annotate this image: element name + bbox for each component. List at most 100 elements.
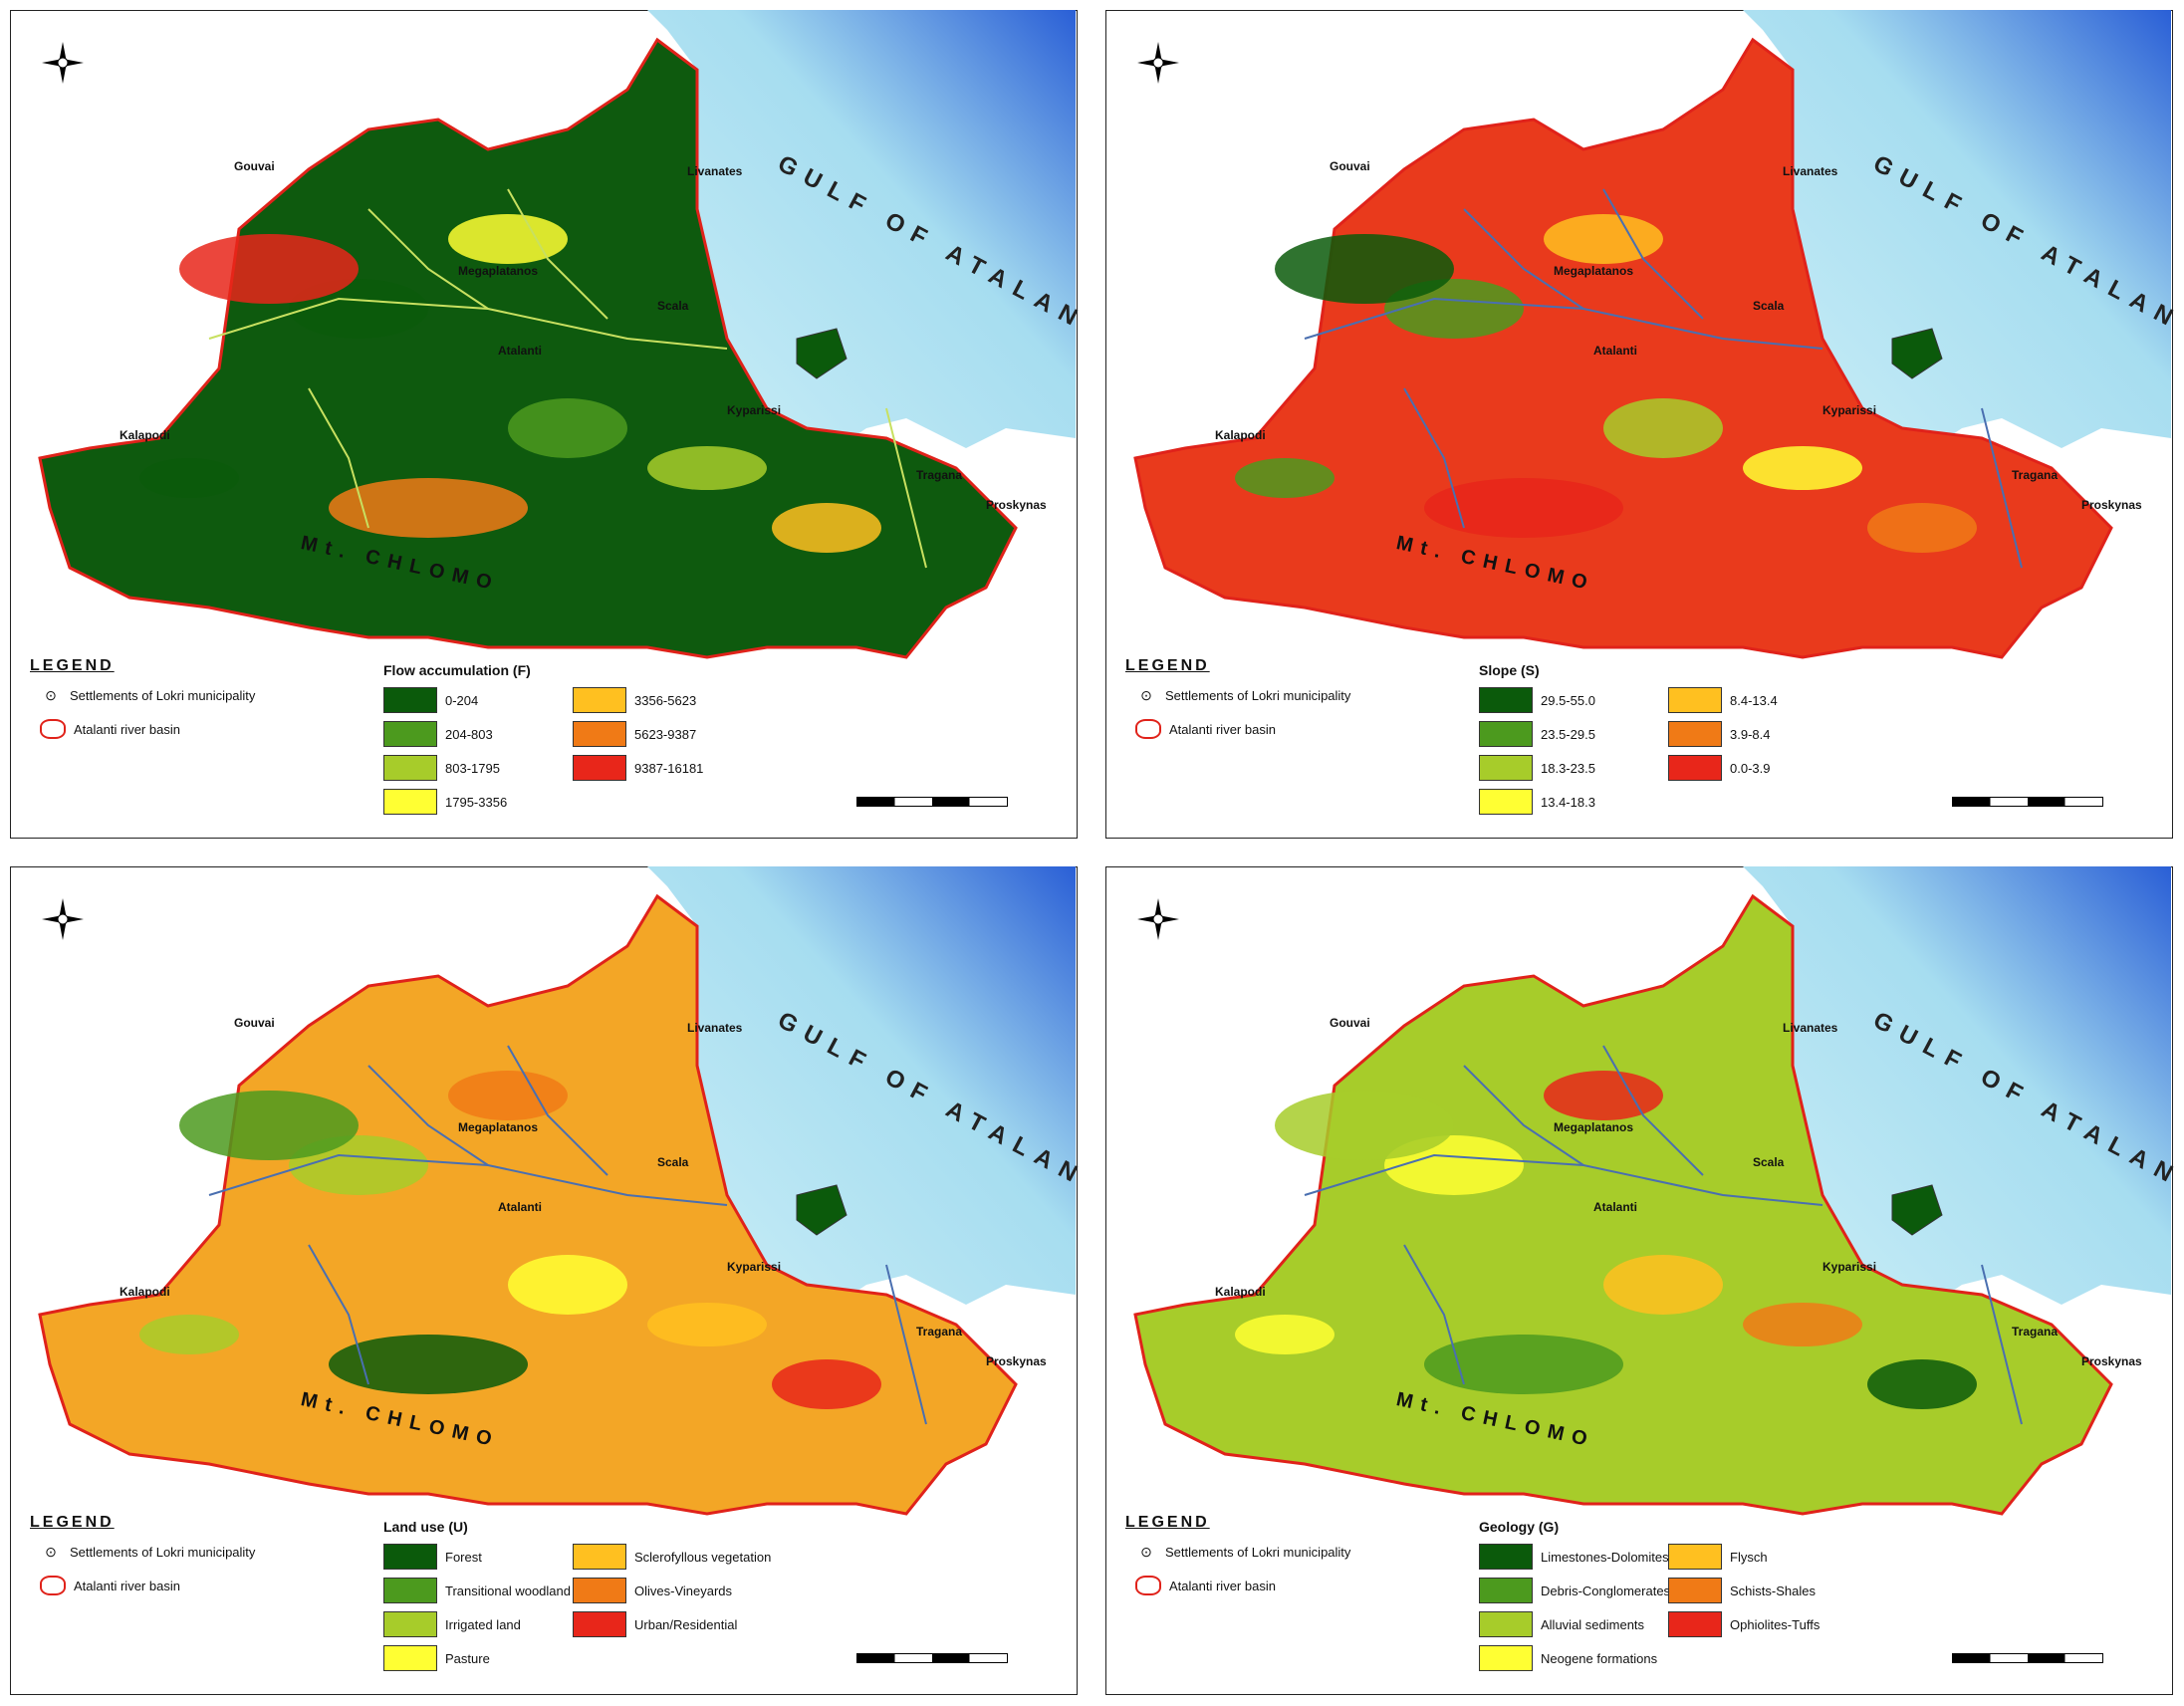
map-panel-flow-accumulation: GULF OF ATALANTI Mt. CHLOMO Gouvai Livanate… xyxy=(0,0,1086,847)
place-label: Gouvai xyxy=(234,1016,275,1030)
legend-heading: LEGEND xyxy=(30,657,115,674)
place-label: Proskynas xyxy=(986,1354,1047,1368)
sea-area xyxy=(1743,866,2171,1335)
landcover-patch xyxy=(1603,1255,1723,1315)
place-label: Gouvai xyxy=(1330,1016,1370,1030)
legend-class-item: Flysch xyxy=(1668,1544,1768,1570)
legend-class-label: Forest xyxy=(445,1549,482,1565)
legend-swatch xyxy=(1479,1544,1533,1570)
landcover-patch xyxy=(772,1359,881,1409)
legend-class-label: 0-204 xyxy=(445,692,479,708)
legend-class-item: 23.5-29.5 xyxy=(1479,721,1595,747)
river-line xyxy=(367,1065,489,1166)
map-panel-land-use: GULF OF ATALANTI Mt. CHLOMO Gouvai Livanate… xyxy=(0,856,1086,1703)
legend-class-label: 3.9-8.4 xyxy=(1730,726,1771,742)
map-frame xyxy=(1105,10,2173,839)
legend-settlements-label: Settlements of Lokri municipality xyxy=(1165,687,1351,703)
legend-class-title: Land use (U) xyxy=(383,1519,468,1535)
landcover-patch xyxy=(1544,214,1663,264)
legend-class-item: Limestones-Dolomites xyxy=(1479,1544,1669,1570)
landcover-patch xyxy=(1867,1359,1977,1409)
legend-class-item: 8.4-13.4 xyxy=(1668,687,1778,713)
legend-settlements: ⊙ Settlements of Lokri municipality xyxy=(1135,1544,1350,1560)
legend-class-item: Schists-Shales xyxy=(1668,1578,1816,1603)
legend-class-label: Ophiolites-Tuffs xyxy=(1730,1616,1820,1632)
legend-swatch xyxy=(1479,755,1533,781)
place-label: Scala xyxy=(1753,299,1785,313)
north-arrow-icon xyxy=(40,40,86,86)
place-label: Kyparissi xyxy=(727,403,782,417)
landcover-patch xyxy=(448,1071,568,1120)
legend-heading: LEGEND xyxy=(30,1514,115,1531)
landcover-patch xyxy=(179,1091,359,1160)
legend-class-label: Pasture xyxy=(445,1650,490,1666)
place-label: Kyparissi xyxy=(727,1260,782,1274)
legend-class-item: Irrigated land xyxy=(383,1611,521,1637)
legend-settlements-label: Settlements of Lokri municipality xyxy=(70,1544,256,1560)
legend-basin-label: Atalanti river basin xyxy=(1169,1578,1276,1593)
legend-class-item: Alluvial sediments xyxy=(1479,1611,1644,1637)
map-canvas xyxy=(1133,10,2171,659)
place-label: Atalanti xyxy=(498,1200,543,1214)
legend-class-label: Limestones-Dolomites xyxy=(1541,1549,1669,1565)
legend-class-item: 1795-3356 xyxy=(383,789,507,815)
legend-swatch xyxy=(1479,721,1533,747)
place-label: Gouvai xyxy=(234,159,275,173)
place-label: Megaplatanos xyxy=(458,264,539,278)
place-label: Proskynas xyxy=(2081,1354,2142,1368)
legend-class-item: 204-803 xyxy=(383,721,493,747)
legend-class-label: 29.5-55.0 xyxy=(1541,692,1595,708)
landcover-patch xyxy=(1235,458,1335,498)
map-canvas xyxy=(38,866,1076,1516)
scale-bar xyxy=(856,1653,1008,1663)
legend-class-item: 13.4-18.3 xyxy=(1479,789,1595,815)
place-label: Kalapodi xyxy=(1215,428,1266,442)
legend-class-label: Sclerofyllous vegetation xyxy=(634,1549,772,1565)
river-line xyxy=(507,188,608,320)
north-arrow-icon xyxy=(1135,896,1181,942)
river-line xyxy=(1463,208,1584,310)
legend-swatch xyxy=(1668,687,1722,713)
legend-basin: Atalanti river basin xyxy=(1135,719,1276,739)
settlement-icon: ⊙ xyxy=(1140,1544,1152,1560)
legend-class-label: Neogene formations xyxy=(1541,1650,1658,1666)
legend-class-item: Neogene formations xyxy=(1479,1645,1657,1671)
map-panel-geology: GULF OF ATALANTI Mt. CHLOMO Gouvai Livanate… xyxy=(1095,856,2181,1703)
landcover-patch xyxy=(1743,1303,1862,1346)
basin-outline-icon xyxy=(1135,1576,1161,1595)
scale-bar xyxy=(856,797,1008,807)
legend-swatch xyxy=(1479,789,1533,815)
place-label: Tragana xyxy=(2012,468,2059,482)
landcover-patch xyxy=(179,234,359,304)
legend-class-label: 3356-5623 xyxy=(634,692,697,708)
legend-swatch xyxy=(573,721,626,747)
river-basin xyxy=(1133,893,2113,1516)
place-label: Scala xyxy=(657,1155,689,1169)
legend-swatch xyxy=(1479,687,1533,713)
legend-class-item: 3.9-8.4 xyxy=(1668,721,1770,747)
legend-class-item: 5623-9387 xyxy=(573,721,696,747)
legend-class-label: 13.4-18.3 xyxy=(1541,794,1595,810)
landcover-patch xyxy=(1275,1091,1454,1160)
map-canvas xyxy=(38,10,1076,659)
legend-class-item: Debris-Conglomerates xyxy=(1479,1578,1670,1603)
legend-swatch xyxy=(1668,755,1722,781)
river-line xyxy=(367,208,489,310)
settlement-icon: ⊙ xyxy=(1140,687,1152,703)
legend-class-item: Olives-Vineyards xyxy=(573,1578,732,1603)
landcover-patch xyxy=(1275,234,1454,304)
legend-swatch xyxy=(383,1578,437,1603)
legend-swatch xyxy=(1668,721,1722,747)
river-line xyxy=(885,407,927,569)
island xyxy=(796,328,848,379)
legend-swatch xyxy=(1668,1544,1722,1570)
river-line xyxy=(1602,1045,1704,1176)
legend-class-label: Urban/Residential xyxy=(634,1616,738,1632)
river-basin xyxy=(38,37,1018,659)
place-label: Megaplatanos xyxy=(1554,1120,1634,1134)
basin-outline-icon xyxy=(40,719,66,739)
place-label: Kalapodi xyxy=(1215,1285,1266,1299)
place-label: Tragana xyxy=(916,468,963,482)
legend-swatch xyxy=(573,1578,626,1603)
landcover-patch xyxy=(1544,1071,1663,1120)
